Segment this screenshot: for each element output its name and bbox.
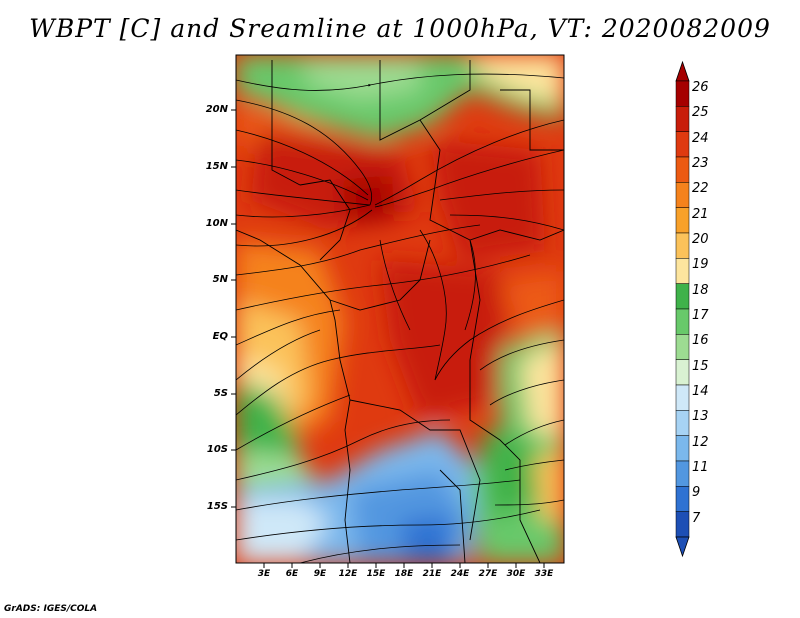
colorbar-swatch — [675, 258, 690, 284]
colorbar — [675, 60, 690, 558]
lat-label-5n: 5N — [212, 274, 228, 285]
colorbar-label: 16 — [692, 333, 709, 349]
lon-label-6e: 6E — [285, 569, 299, 579]
colorbar-swatch — [675, 106, 690, 132]
lon-label-24e: 24E — [450, 569, 470, 579]
lat-label-10n: 10N — [205, 218, 228, 229]
lat-label-eq: EQ — [212, 331, 228, 342]
lon-label-12e: 12E — [338, 569, 358, 579]
lat-label-10s: 10S — [206, 444, 228, 455]
lat-label-15n: 15N — [205, 161, 228, 172]
map-frame — [235, 54, 565, 564]
colorbar-label: 22 — [692, 181, 709, 197]
colorbar-swatch — [675, 460, 690, 487]
lon-label-21e: 21E — [422, 569, 442, 579]
lat-label-15s: 15S — [206, 501, 228, 512]
colorbar-swatch — [675, 131, 690, 158]
colorbar-label: 11 — [692, 460, 709, 475]
colorbar-label: 19 — [692, 257, 709, 273]
colorbar-swatch — [675, 156, 690, 183]
colorbar-swatch — [675, 435, 690, 462]
colorbar-swatch — [675, 207, 690, 234]
lon-label-9e: 9E — [313, 569, 327, 579]
colorbar-label: 26 — [692, 80, 709, 95]
lat-ticks — [231, 109, 236, 508]
lon-label-33e: 33E — [534, 569, 554, 579]
chart-title: WBPT [C] and Sreamline at 1000hPa, VT: 2… — [29, 14, 771, 43]
wbpt-shading — [236, 55, 564, 563]
colorbar-label: 23 — [692, 156, 709, 171]
colorbar-swatch — [675, 511, 690, 538]
lon-label-15e: 15E — [366, 569, 386, 579]
colorbar-swatch — [675, 334, 690, 360]
colorbar-swatch — [675, 182, 690, 208]
colorbar-label: 7 — [692, 510, 701, 526]
colorbar-label: 20 — [692, 232, 709, 247]
lat-label-20n: 20N — [205, 104, 228, 115]
colorbar-label: 17 — [692, 308, 709, 323]
colorbar-max-triangle — [675, 60, 690, 82]
colorbar-label: 9 — [692, 485, 701, 501]
colorbar-swatch — [675, 486, 690, 512]
colorbar-swatch — [675, 232, 690, 259]
lon-label-30e: 30E — [506, 569, 526, 579]
colorbar-swatch — [675, 80, 690, 107]
colorbar-label: 21 — [692, 206, 709, 222]
colorbar-label: 12 — [692, 434, 709, 450]
colorbar-label: 24 — [692, 130, 709, 146]
colorbar-swatch — [675, 283, 690, 310]
lon-ticks — [263, 563, 545, 568]
lon-label-27e: 27E — [478, 569, 498, 579]
colorbar-label: 13 — [692, 409, 709, 425]
colorbar-label: 18 — [692, 282, 709, 298]
colorbar-min-triangle — [675, 536, 690, 558]
colorbar-swatch — [675, 308, 690, 335]
lon-label-18e: 18E — [394, 569, 414, 579]
colorbar-label: 15 — [692, 358, 709, 374]
grads-credit: GrADS: IGES/COLA — [4, 604, 98, 614]
colorbar-label: 14 — [692, 384, 709, 399]
colorbar-swatch — [675, 359, 690, 386]
lat-label-5s: 5S — [213, 388, 228, 399]
country-borders — [236, 60, 564, 563]
colorbar-label: 25 — [692, 105, 709, 121]
colorbar-swatch — [675, 410, 690, 436]
colorbar-swatch — [675, 384, 690, 411]
lon-label-3e: 3E — [257, 569, 271, 579]
